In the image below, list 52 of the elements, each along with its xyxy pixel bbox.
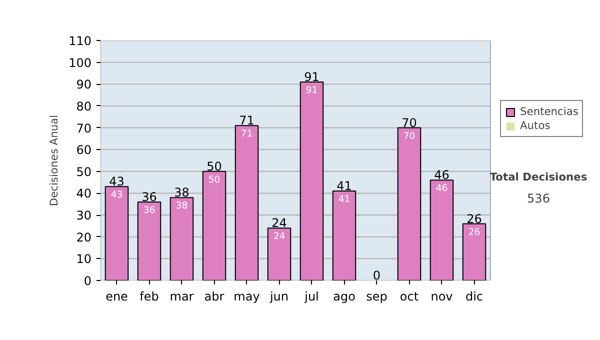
total-label: 50 <box>206 159 222 174</box>
text: 536 <box>527 192 550 206</box>
y-tick-label: 50 <box>76 164 92 179</box>
x-tick-label: ene <box>106 290 128 304</box>
total-label: 26 <box>466 212 482 226</box>
x-tick-label: jul <box>304 290 319 304</box>
total-label: 71 <box>239 114 254 128</box>
total-label: 38 <box>174 186 190 200</box>
y-tick-label: 90 <box>76 78 92 92</box>
y-tick-label: 0 <box>84 274 92 288</box>
data-label: 46 <box>436 183 448 194</box>
total-label: 70 <box>402 116 417 130</box>
total-label: 36 <box>142 190 157 204</box>
x-tick-label: abr <box>204 290 224 304</box>
y-tick-label: 40 <box>76 186 92 201</box>
y-tick-label: 110 <box>68 34 92 48</box>
total-label: 41 <box>336 179 352 194</box>
x-tick-label: jun <box>268 290 289 304</box>
y-tick-label: 70 <box>76 121 92 136</box>
x-tick-label: feb <box>140 290 159 304</box>
total-label: 46 <box>434 168 450 182</box>
y-tick-label: 10 <box>76 252 92 266</box>
y-tick-label: 20 <box>76 230 92 244</box>
data-label: 26 <box>468 226 480 238</box>
y-tick-label: 80 <box>76 99 92 114</box>
y-axis-title: Decisiones Anual <box>48 114 61 206</box>
annotation: Total Decisiones <box>490 170 588 184</box>
data-label: 70 <box>403 130 416 142</box>
x-tick-label: mar <box>170 290 194 304</box>
total-label: 0 <box>372 268 381 282</box>
legend-label: Sentencias <box>520 105 578 118</box>
x-tick-label: nov <box>430 290 453 304</box>
y-tick-label: 100 <box>68 56 92 70</box>
x-tick-label: ago <box>333 290 356 304</box>
legend-label: Autos <box>520 119 550 132</box>
data-label: 50 <box>208 174 220 186</box>
data-label: 38 <box>176 200 188 212</box>
x-tick-label: may <box>234 290 260 304</box>
data-label: 24 <box>273 231 286 242</box>
x-tick-label: oct <box>400 290 419 304</box>
total-label: 24 <box>272 216 287 230</box>
data-label: 71 <box>240 128 253 140</box>
data-label: 41 <box>338 194 350 206</box>
data-label: 36 <box>143 204 156 216</box>
x-tick-label: dic <box>465 290 484 304</box>
x-tick-label: sep <box>366 290 388 304</box>
data-label: 91 <box>306 84 318 96</box>
data-label: 43 <box>110 190 123 201</box>
total-label: 91 <box>304 70 320 84</box>
y-tick-label: 30 <box>76 208 92 223</box>
y-tick-label: 60 <box>76 143 92 158</box>
total-label: 43 <box>109 174 124 189</box>
